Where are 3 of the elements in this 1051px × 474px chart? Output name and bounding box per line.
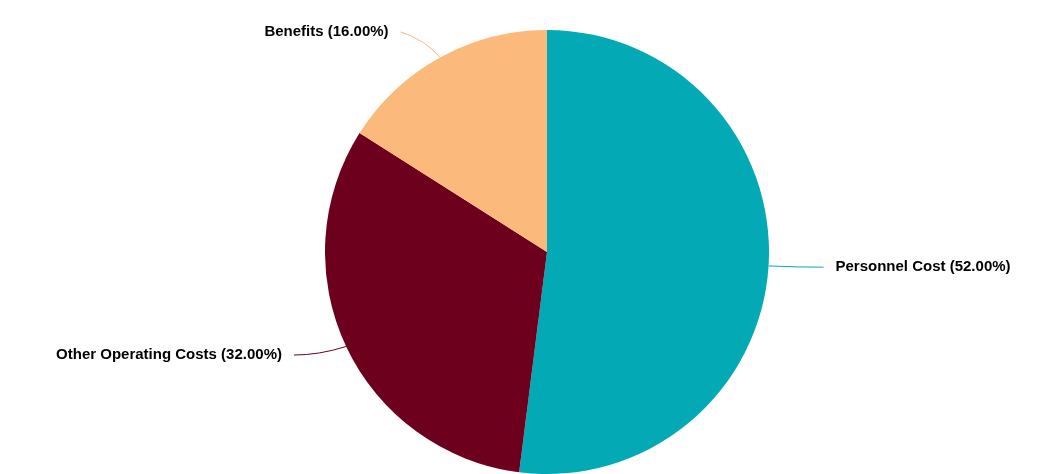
slice-label: Personnel Cost (52.00%)	[835, 257, 1011, 275]
slice-label: Benefits (16.00%)	[264, 22, 389, 40]
slice-label: Other Operating Costs (32.00%)	[56, 345, 282, 363]
